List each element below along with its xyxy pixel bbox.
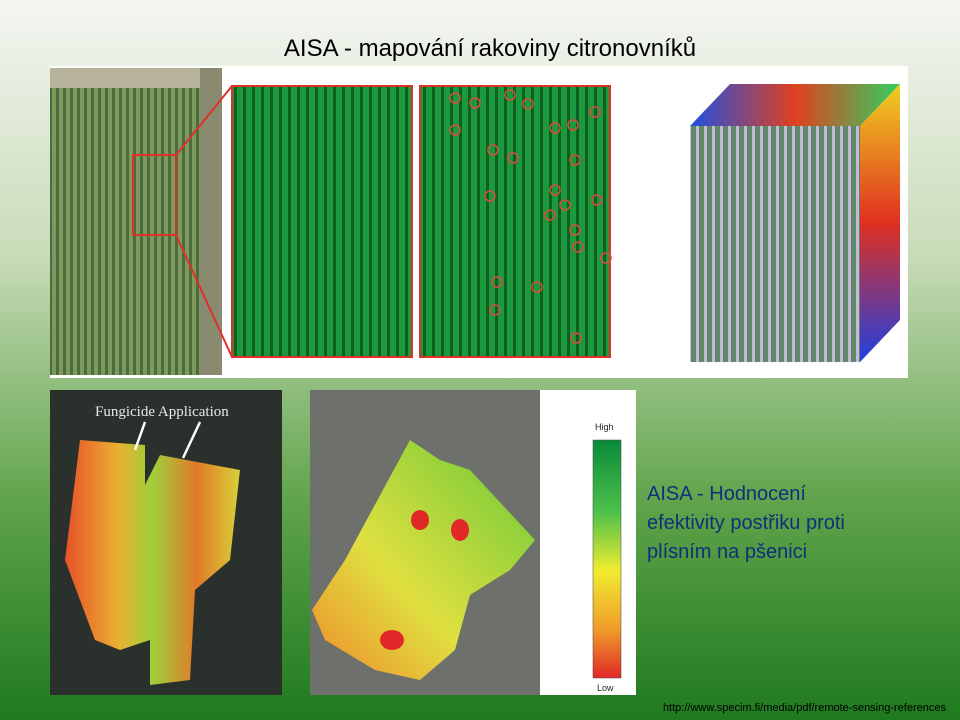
arrow: [133, 421, 147, 451]
zoom-line: [175, 85, 233, 156]
source-link[interactable]: http://www.specim.fi/media/pdf/remote-se…: [663, 702, 947, 714]
selection-box: [132, 154, 177, 236]
zoomed-field: [231, 85, 413, 358]
annotation: Fungicide Application: [95, 404, 229, 420]
hotspot: [451, 519, 469, 541]
top-figure: [50, 66, 908, 378]
legend-low: Low: [597, 683, 614, 693]
description: AISA - Hodnocení efektivity postřiku pro…: [647, 483, 845, 563]
zoom-line: [175, 234, 233, 358]
left-field: [65, 440, 240, 685]
detections: [449, 89, 612, 344]
aerial-road: [50, 68, 222, 88]
description-line: efektivity postřiku proti: [647, 512, 845, 534]
description-line: AISA - Hodnocení: [647, 483, 806, 505]
cube-front: [690, 126, 860, 362]
aerial-photo: [50, 68, 222, 375]
cube-side: [860, 84, 900, 362]
hotspot: [411, 510, 429, 530]
color-scale: [592, 439, 622, 679]
right-field: [312, 440, 535, 680]
arrow: [181, 421, 202, 459]
description-line: plísním na pšenici: [647, 541, 807, 563]
hotspot: [380, 630, 404, 650]
slide-title: AISA - mapování rakoviny citronovníků: [284, 35, 696, 62]
legend: [540, 390, 636, 695]
bottom-figure: Fungicide Application High Low: [50, 390, 636, 695]
cube-top: [690, 84, 900, 126]
detected-field: [419, 85, 611, 358]
legend-high: High: [595, 422, 614, 432]
